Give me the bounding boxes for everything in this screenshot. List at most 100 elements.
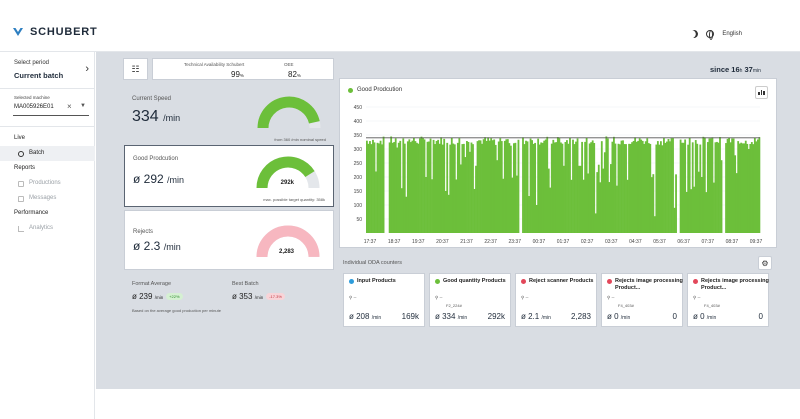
counter-average: ø 334 /min [435,312,468,321]
data-bar [609,164,612,233]
period-value: Current batch [14,71,64,80]
data-bar [366,140,368,233]
data-bar [466,141,468,233]
data-bar [709,138,712,233]
productions-icon [18,180,24,187]
data-bar [376,142,379,233]
counter-card[interactable]: Rejects image processing Product... ⚲ --… [687,273,769,327]
language-selector[interactable]: English [722,31,742,37]
data-bar [564,141,567,233]
counter-sub: F2_224# [446,303,462,308]
x-tick-label: 18:37 [388,239,401,245]
counter-dot [349,279,354,284]
data-bar [591,140,594,233]
sidebar-item-messages[interactable]: Messages [0,191,95,206]
data-bar [655,144,658,233]
data-bar [706,142,709,233]
data-bar [508,143,511,233]
filter-button[interactable]: ☷ [123,58,148,80]
data-bar [666,141,668,233]
machine-selector[interactable]: Selected machine MA005926E01 × ▼ [0,89,95,127]
sidebar-item-batch[interactable]: Batch [0,146,95,161]
dropdown-arrow-icon[interactable]: ▼ [80,103,86,109]
sidebar-item-productions[interactable]: Productions [0,176,95,191]
data-bar [394,138,397,233]
brand-logo[interactable]: SCHUBERT [12,26,98,38]
counter-card[interactable]: Input Products ⚲ -- ø 208 /min 169k [343,273,425,327]
chevron-right-icon[interactable]: › [85,63,89,75]
data-bar [367,143,370,233]
data-bar [532,143,535,233]
data-bar [637,140,640,233]
data-bar [487,137,490,233]
gauge-fill [257,96,320,129]
data-bar [597,164,600,233]
filter-list-icon: ☷ [131,63,140,74]
data-bar [664,142,667,233]
gauge-note: max. possible target quantity: 358k [263,197,325,202]
globe-icon[interactable] [706,30,715,40]
data-bar [467,141,470,233]
data-bar [687,144,690,233]
top-right-controls: English [689,29,742,40]
y-tick-label: 50 [356,217,362,223]
counter-name: Input Products [357,278,396,284]
data-bar [479,140,482,233]
data-bar [691,142,694,233]
good-production-card[interactable]: Good Prodcution ø 292 /min 292k max. pos… [124,145,334,207]
x-tick-label: 17:37 [364,239,377,245]
data-bar [573,144,576,233]
data-bar [696,143,699,233]
data-bar [523,144,526,233]
data-bar [459,164,462,233]
data-bar [749,144,752,233]
data-bar [438,143,441,233]
content-footer [96,389,800,419]
tech-availability-value: 99% [231,70,244,79]
y-tick-label: 150 [354,189,363,195]
data-bar [493,139,496,233]
settings-button[interactable]: ⚙ [758,256,772,270]
counter-pin: ⚲ -- [521,295,529,300]
data-bar [390,136,393,233]
data-bar [546,136,549,233]
period-selector[interactable]: Select period Current batch › [0,52,95,89]
data-bar [567,143,570,233]
data-bar [575,141,577,233]
data-bar [476,141,479,233]
data-bar [614,143,617,233]
data-bar [650,177,653,233]
data-bar [679,139,682,233]
counter-card[interactable]: Rejects image processing Product... ⚲ --… [601,273,683,327]
data-bar [717,142,720,233]
counter-total: 0 [758,312,763,321]
best-batch-badge: -17.3% [266,293,285,301]
data-bar [685,191,688,233]
data-bar [496,160,499,233]
data-bar [553,142,556,233]
sidebar-item-analytics[interactable]: Analytics [0,221,95,236]
data-bar [608,182,611,233]
stats-note: Based on the average good production per… [132,308,221,313]
counter-card[interactable]: Reject scanner Products ⚲ -- ø 2.1 /min … [515,273,597,327]
metric-value: ø 2.3 /min [133,239,181,253]
data-bar [541,142,544,233]
counter-card[interactable]: Good quantity Products ⚲ -- F2_224# ø 33… [429,273,511,327]
data-bar [587,173,590,233]
rejects-card[interactable]: Rejects ø 2.3 /min 2,283 [124,210,334,270]
counter-title: Input Products [349,278,425,285]
chart-type-button[interactable] [755,86,768,99]
counter-title: Good quantity Products [435,278,511,285]
data-bar [675,174,677,233]
sidebar-item-label: Analytics [29,225,54,231]
data-bar [373,142,376,233]
data-bar [572,139,574,233]
data-bar [659,141,662,233]
gauge-fill [256,156,315,189]
format-average-value: ø 239 /min +22% [132,292,183,301]
data-bar [526,141,529,233]
clear-icon[interactable]: × [67,102,72,111]
data-bar [716,141,718,233]
since-duration: since 16h 37min [710,65,761,74]
dark-mode-icon[interactable] [689,29,700,40]
